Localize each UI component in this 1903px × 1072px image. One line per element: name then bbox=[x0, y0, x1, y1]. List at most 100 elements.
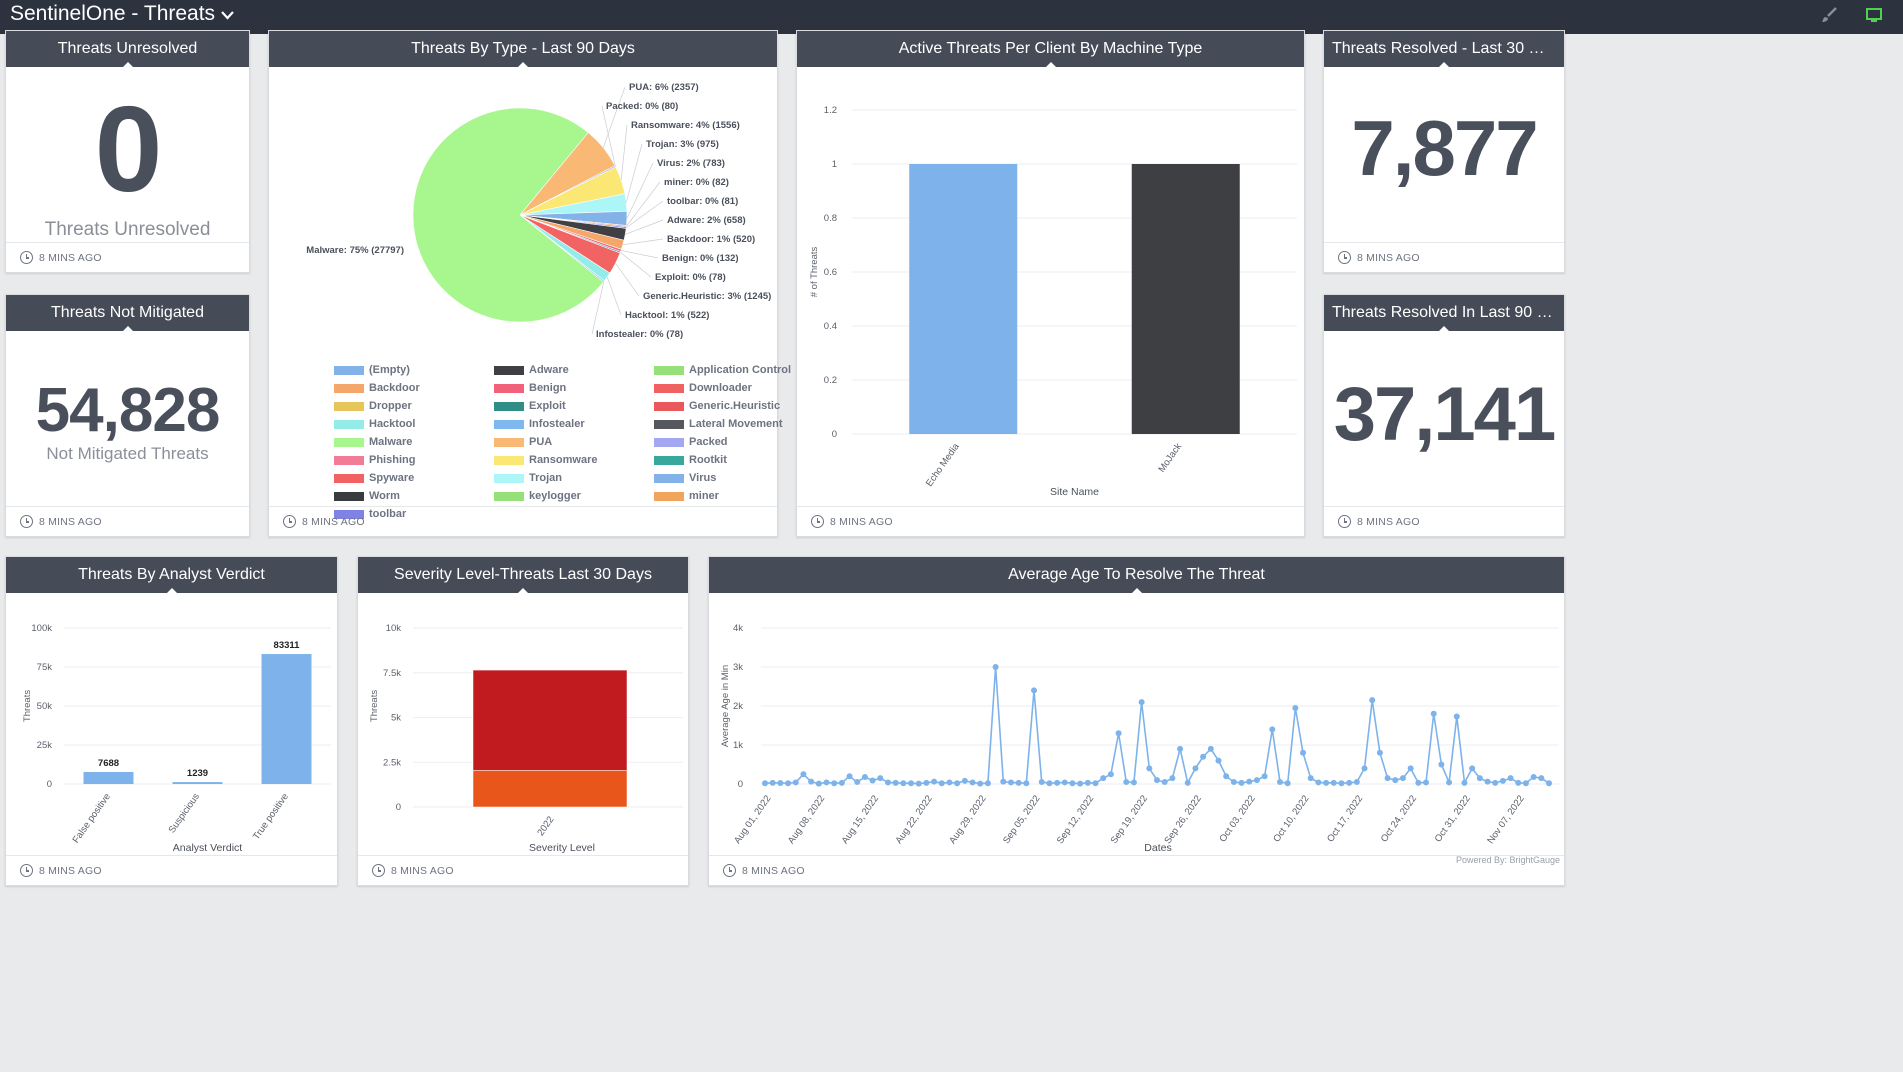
widget-average-age[interactable]: Average Age To Resolve The Threat 0 1k 2k 3… bbox=[708, 556, 1565, 886]
bar-segment-low bbox=[472, 770, 628, 808]
legend-item[interactable]: Lateral Movement bbox=[654, 416, 814, 432]
y-tick-label: 5k bbox=[391, 713, 401, 724]
data-point bbox=[1369, 697, 1376, 704]
widget-severity-level[interactable]: Severity Level-Threats Last 30 Days 0 2.5… bbox=[357, 556, 689, 886]
dashboard-selector[interactable]: SentinelOne - Threats bbox=[10, 2, 234, 26]
pie-leader-line bbox=[625, 143, 643, 203]
pie-leader-line bbox=[622, 238, 664, 246]
pie-label: Generic.Heuristic: 3% (1245) bbox=[643, 291, 771, 302]
data-point bbox=[1200, 753, 1207, 760]
data-point bbox=[923, 779, 930, 786]
widget-active-threats-per-client[interactable]: Active Threats Per Client By Machine Typ… bbox=[796, 30, 1305, 537]
kpi-label: Not Mitigated Threats bbox=[46, 444, 209, 463]
legend-item[interactable]: Ransomware bbox=[494, 452, 654, 468]
legend-item[interactable]: Hacktool bbox=[334, 416, 494, 432]
legend-label: Phishing bbox=[369, 454, 416, 466]
y-tick-label: 1 bbox=[832, 159, 837, 170]
legend-label: Benign bbox=[529, 382, 567, 394]
legend-item[interactable]: Rootkit bbox=[654, 452, 814, 468]
widget-threats-by-analyst-verdict[interactable]: Threats By Analyst Verdict 0 25k 50k 75k 100… bbox=[5, 556, 338, 886]
legend-swatch bbox=[334, 509, 364, 519]
data-point bbox=[1161, 779, 1168, 786]
pie-leader-line bbox=[620, 124, 628, 181]
clock-icon bbox=[20, 515, 33, 528]
legend-item[interactable]: Downloader bbox=[654, 380, 814, 396]
legend-item[interactable]: Virus bbox=[654, 470, 814, 486]
widget-threats-unresolved[interactable]: Threats Unresolved 0 Threats Unresolved … bbox=[5, 30, 250, 273]
data-point bbox=[946, 779, 953, 786]
legend-item[interactable]: Infostealer bbox=[494, 416, 654, 432]
y-tick-label: 75k bbox=[37, 662, 53, 673]
brush-icon[interactable] bbox=[1821, 6, 1839, 29]
y-tick-label: 3k bbox=[733, 662, 743, 673]
legend-item[interactable]: toolbar bbox=[334, 506, 494, 522]
legend-swatch bbox=[334, 419, 364, 429]
legend-item[interactable]: keylogger bbox=[494, 488, 654, 504]
data-point bbox=[1323, 779, 1330, 786]
widget-title: Threats Not Mitigated bbox=[6, 295, 249, 331]
legend-item[interactable]: Packed bbox=[654, 434, 814, 450]
kpi-value: 54,828 bbox=[35, 376, 221, 445]
legend-item[interactable]: Malware bbox=[334, 434, 494, 450]
data-point bbox=[785, 780, 792, 787]
bar-desktop bbox=[909, 164, 1018, 434]
bar-true-positive bbox=[261, 654, 312, 784]
widget-threats-by-type[interactable]: Threats By Type - Last 90 Days PUA: 6% (… bbox=[268, 30, 791, 537]
legend-label: toolbar bbox=[369, 508, 407, 520]
data-point bbox=[900, 780, 907, 787]
legend-item[interactable]: Trojan bbox=[494, 470, 654, 486]
updated-text: 8 MINS AGO bbox=[39, 251, 102, 264]
legend-label: Downloader bbox=[689, 382, 752, 394]
data-point bbox=[1446, 779, 1453, 786]
legend-item[interactable]: Worm bbox=[334, 488, 494, 504]
legend-item[interactable]: miner bbox=[654, 488, 814, 504]
updated-text: 8 MINS AGO bbox=[1357, 515, 1420, 528]
legend-item[interactable]: Exploit bbox=[494, 398, 654, 414]
kpi-value: 7,877 bbox=[1351, 104, 1538, 192]
data-point bbox=[1461, 779, 1468, 786]
x-tick-label: True positive bbox=[251, 791, 291, 842]
legend-item[interactable]: Spyware bbox=[334, 470, 494, 486]
monitor-icon[interactable] bbox=[1865, 6, 1883, 29]
y-axis-label: # of Threats bbox=[809, 246, 820, 297]
legend-item[interactable]: Adware bbox=[494, 362, 654, 378]
updated-text: 8 MINS AGO bbox=[742, 864, 805, 877]
legend-item[interactable]: (Empty) bbox=[334, 362, 494, 378]
legend-item[interactable]: Phishing bbox=[334, 452, 494, 468]
legend-swatch bbox=[654, 419, 684, 429]
data-point bbox=[838, 779, 845, 786]
y-tick-label: 25k bbox=[37, 740, 53, 751]
legend-item[interactable]: PUA bbox=[494, 434, 654, 450]
legend-swatch bbox=[494, 383, 524, 393]
data-point bbox=[1538, 775, 1545, 782]
verdict-bar-chart: 0 25k 50k 75k 100k Threats 7688 False positive 1… bbox=[22, 623, 331, 854]
legend-label: Worm bbox=[369, 490, 400, 502]
pie-label: Adware: 2% (658) bbox=[667, 215, 746, 226]
pie-label: Hacktool: 1% (522) bbox=[625, 310, 709, 321]
x-axis-label: Dates bbox=[1144, 842, 1171, 854]
legend-item[interactable]: Backdoor bbox=[334, 380, 494, 396]
data-point bbox=[1469, 765, 1476, 772]
legend-item[interactable]: Dropper bbox=[334, 398, 494, 414]
data-point bbox=[1407, 765, 1414, 772]
pie-label: Infostealer: 0% (78) bbox=[596, 329, 683, 340]
data-point bbox=[877, 775, 884, 782]
widget-threats-resolved-30[interactable]: Threats Resolved - Last 30 Days 7,877 8 … bbox=[1323, 30, 1565, 273]
data-point bbox=[938, 780, 945, 787]
pie-label: miner: 0% (82) bbox=[664, 177, 729, 188]
legend-swatch bbox=[494, 473, 524, 483]
data-point bbox=[992, 664, 999, 670]
legend-item[interactable]: Benign bbox=[494, 380, 654, 396]
y-tick-label: 7.5k bbox=[383, 668, 401, 679]
legend-item[interactable]: Application Control bbox=[654, 362, 814, 378]
data-point bbox=[1069, 780, 1076, 787]
legend-item[interactable]: Generic.Heuristic bbox=[654, 398, 814, 414]
widget-threats-resolved-90[interactable]: Threats Resolved In Last 90 Da... 37,141… bbox=[1323, 294, 1565, 537]
bar-laptop bbox=[1131, 164, 1240, 434]
legend-swatch bbox=[654, 365, 684, 375]
widget-threats-not-mitigated[interactable]: Threats Not Mitigated 54,828 Not Mitigat… bbox=[5, 294, 250, 537]
data-point bbox=[1031, 687, 1038, 694]
data-point bbox=[1292, 704, 1299, 711]
legend-swatch bbox=[334, 401, 364, 411]
pie-leader-line bbox=[591, 281, 605, 335]
